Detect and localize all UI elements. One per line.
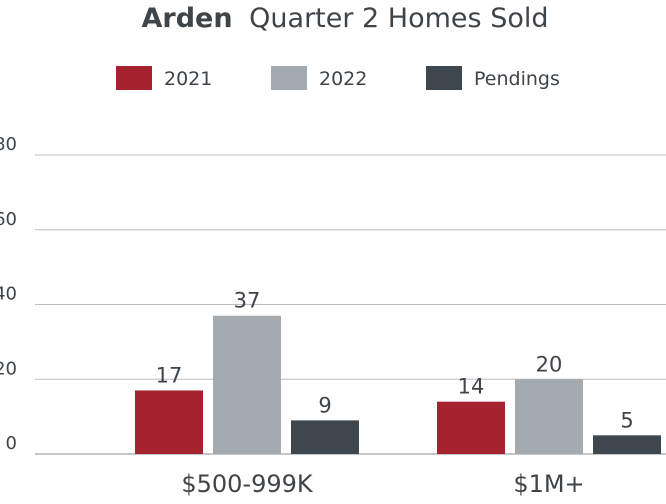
data-label: 9 <box>318 393 331 417</box>
data-label: 37 <box>234 289 261 313</box>
legend-label-2021: 2021 <box>164 68 212 90</box>
bars: 17 37 9 14 20 5 <box>135 289 661 454</box>
y-axis-ticks: 0 20 40 60 80 <box>0 134 17 454</box>
bar-2021-2 <box>437 401 505 454</box>
data-label: 20 <box>536 352 563 376</box>
bar-2022-2 <box>515 379 583 454</box>
legend-swatch-2021 <box>116 66 152 90</box>
chart-title-bold: Arden <box>141 3 232 34</box>
x-axis-labels: $500-999K $1M+ <box>181 470 584 498</box>
y-tick-label: 60 <box>0 209 17 230</box>
data-label: 17 <box>156 363 183 387</box>
x-category-label: $500-999K <box>181 470 314 498</box>
y-tick-label: 0 <box>6 433 17 454</box>
legend-swatch-2022 <box>271 66 307 90</box>
bar-2022-1 <box>213 315 281 454</box>
y-tick-label: 80 <box>0 134 17 155</box>
legend-swatch-pendings <box>426 66 462 90</box>
y-tick-label: 20 <box>0 358 17 379</box>
legend-label-2022: 2022 <box>319 68 367 90</box>
bar-2021-1 <box>135 390 203 454</box>
data-label: 5 <box>620 408 633 432</box>
bar-pendings-1 <box>291 420 359 454</box>
bar-pendings-2 <box>593 435 661 454</box>
chart-title: Arden Quarter 2 Homes Sold <box>141 3 548 34</box>
y-tick-label: 40 <box>0 284 17 305</box>
legend: 2021 2022 Pendings <box>116 66 560 90</box>
legend-label-pendings: Pendings <box>474 68 560 90</box>
x-category-label: $1M+ <box>513 470 584 498</box>
data-label: 14 <box>458 375 485 399</box>
chart-title-rest: Quarter 2 Homes Sold <box>249 3 548 34</box>
